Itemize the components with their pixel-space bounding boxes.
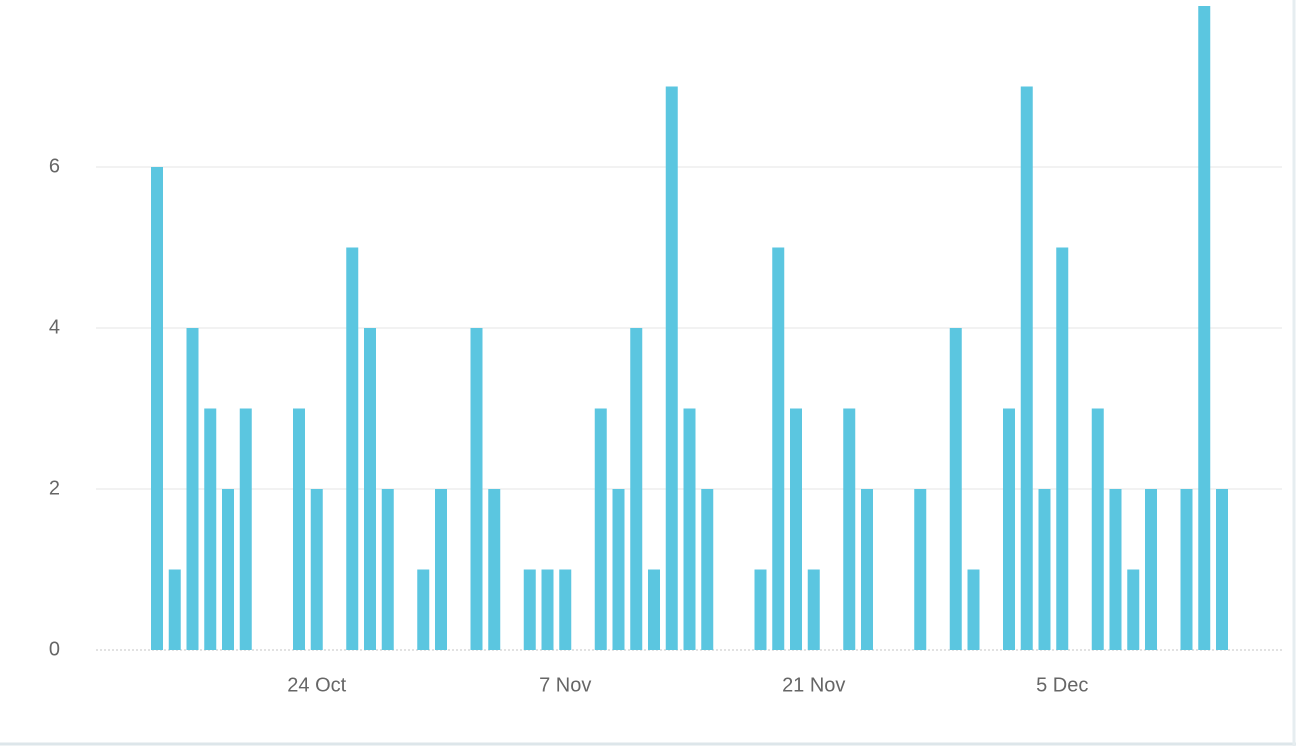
bar bbox=[949, 328, 962, 650]
bar bbox=[1198, 6, 1211, 650]
bar bbox=[843, 408, 856, 650]
bar bbox=[861, 489, 873, 650]
bar bbox=[186, 328, 199, 650]
bar bbox=[417, 569, 430, 650]
bar bbox=[364, 328, 376, 650]
bar bbox=[967, 569, 980, 650]
bar bbox=[239, 408, 252, 650]
bar bbox=[1216, 489, 1228, 650]
bar bbox=[790, 408, 802, 650]
bar bbox=[612, 489, 625, 650]
bar bbox=[1145, 489, 1157, 650]
bar bbox=[914, 489, 927, 650]
bar bbox=[648, 569, 660, 650]
bar bbox=[470, 328, 483, 650]
bar bbox=[683, 408, 696, 650]
bar bbox=[701, 489, 714, 650]
bar bbox=[1020, 86, 1033, 650]
bar bbox=[541, 569, 554, 650]
bar bbox=[772, 247, 785, 650]
y-tick-label: 0 bbox=[49, 638, 60, 660]
bar bbox=[1038, 489, 1051, 650]
bar bbox=[1003, 408, 1015, 650]
x-tick-label: 7 Nov bbox=[539, 674, 591, 696]
bar bbox=[630, 328, 643, 650]
bar bbox=[594, 408, 607, 650]
x-tick-label: 21 Nov bbox=[782, 674, 845, 696]
bar bbox=[346, 247, 359, 650]
x-tick-label: 24 Oct bbox=[287, 674, 346, 696]
bar bbox=[1180, 489, 1193, 650]
bar bbox=[222, 489, 234, 650]
bar bbox=[1109, 489, 1122, 650]
bar bbox=[665, 86, 678, 650]
bar bbox=[151, 167, 163, 650]
bar bbox=[488, 489, 501, 650]
y-tick-label: 4 bbox=[49, 316, 60, 338]
bar bbox=[754, 569, 767, 650]
y-tick-label: 2 bbox=[49, 477, 60, 499]
bar bbox=[293, 408, 305, 650]
bar bbox=[1056, 247, 1069, 650]
bar bbox=[1091, 408, 1104, 650]
bar bbox=[310, 489, 323, 650]
bar bbox=[168, 569, 181, 650]
bar bbox=[381, 489, 394, 650]
y-tick-label: 6 bbox=[49, 155, 60, 177]
bar bbox=[559, 569, 572, 650]
bar bbox=[807, 569, 820, 650]
x-tick-label: 5 Dec bbox=[1036, 674, 1088, 696]
bar bbox=[204, 408, 217, 650]
bar bbox=[1127, 569, 1140, 650]
bar bbox=[523, 569, 536, 650]
bar bbox=[435, 489, 447, 650]
